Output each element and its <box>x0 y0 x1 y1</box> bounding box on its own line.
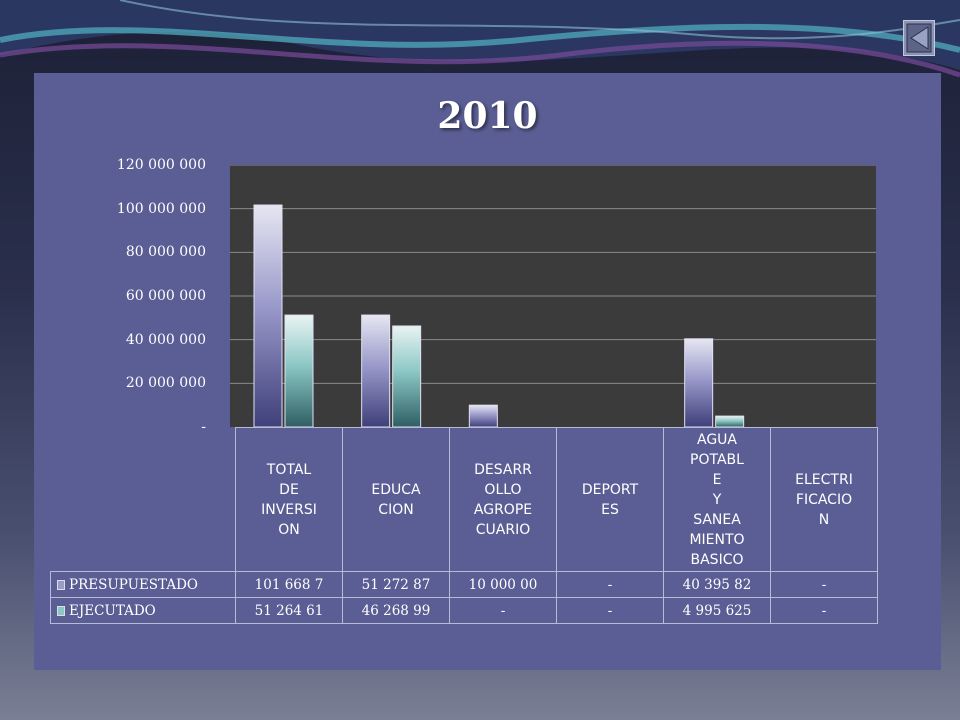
table-cell-presupuestado-4: 40 395 82 <box>663 571 771 598</box>
y-tick-label: - <box>201 419 206 435</box>
table-cell-presupuestado-3: - <box>556 571 664 598</box>
y-tick-label: 120 000 000 <box>116 157 206 173</box>
table-cell-presupuestado-1: 51 272 87 <box>342 571 450 598</box>
category-label-2: DESARR OLLO AGROPE CUARIO <box>449 427 557 572</box>
table-corner <box>50 427 236 572</box>
data-table: TOTAL DE INVERSI ON EDUCA CION DESARR OLLO AGROP… <box>50 427 878 624</box>
bar-presupuestado-4 <box>684 338 714 427</box>
bar-ejecutado-0 <box>284 314 314 427</box>
legend-swatch-ejecutado <box>57 605 65 616</box>
legend-label-presupuestado: PRESUPUESTADO <box>69 576 198 593</box>
y-tick-label: 40 000 000 <box>125 331 206 348</box>
triangle-left-icon <box>906 23 932 53</box>
table-cell-ejecutado-4: 4 995 625 <box>663 597 771 624</box>
bar-ejecutado-4 <box>715 415 745 427</box>
category-label-4: AGUA POTABL E Y SANEA MIENTO BASICO <box>663 427 771 572</box>
legend-label-ejecutado: EJECUTADO <box>69 602 156 619</box>
table-row-ejecutado: EJECUTADO 51 264 61 46 268 99- -4 995 625- <box>50 597 878 624</box>
legend-entry-presupuestado: PRESUPUESTADO <box>50 571 236 598</box>
previous-slide-button[interactable] <box>903 20 935 56</box>
bar-presupuestado-1 <box>361 314 391 427</box>
table-cell-presupuestado-5: - <box>770 571 878 598</box>
bar-presupuestado-2 <box>468 404 498 427</box>
table-cell-ejecutado-0: 51 264 61 <box>235 597 343 624</box>
table-row-presupuestado: PRESUPUESTADO 101 668 7 51 272 87 10 000 0… <box>50 571 878 598</box>
table-cell-ejecutado-3: - <box>556 597 664 624</box>
chart-title: 2010 <box>437 95 538 137</box>
table-cell-presupuestado-2: 10 000 00 <box>449 571 557 598</box>
header-swoosh-decoration <box>0 0 960 78</box>
legend-entry-ejecutado: EJECUTADO <box>50 597 236 624</box>
bar-ejecutado-1 <box>392 325 422 427</box>
bar-chart-plot <box>230 165 876 427</box>
table-cell-ejecutado-5: - <box>770 597 878 624</box>
category-header-row: TOTAL DE INVERSI ON EDUCA CION DESARR OLLO AGROP… <box>50 427 878 572</box>
table-cell-ejecutado-1: 46 268 99 <box>342 597 450 624</box>
category-label-5: ELECTRI FICACIO N <box>770 427 878 572</box>
table-cell-presupuestado-0: 101 668 7 <box>235 571 343 598</box>
y-tick-label: 60 000 000 <box>125 288 206 304</box>
category-label-3: DEPORT ES <box>556 427 664 572</box>
legend-swatch-presupuestado <box>57 579 65 590</box>
y-tick-label: 20 000 000 <box>125 375 206 392</box>
bar-presupuestado-0 <box>253 204 283 427</box>
y-tick-label: 80 000 000 <box>125 244 206 261</box>
y-tick-label: 100 000 000 <box>116 200 206 217</box>
category-label-0: TOTAL DE INVERSI ON <box>235 427 343 572</box>
table-cell-ejecutado-2: - <box>449 597 557 624</box>
category-label-1: EDUCA CION <box>342 427 450 572</box>
